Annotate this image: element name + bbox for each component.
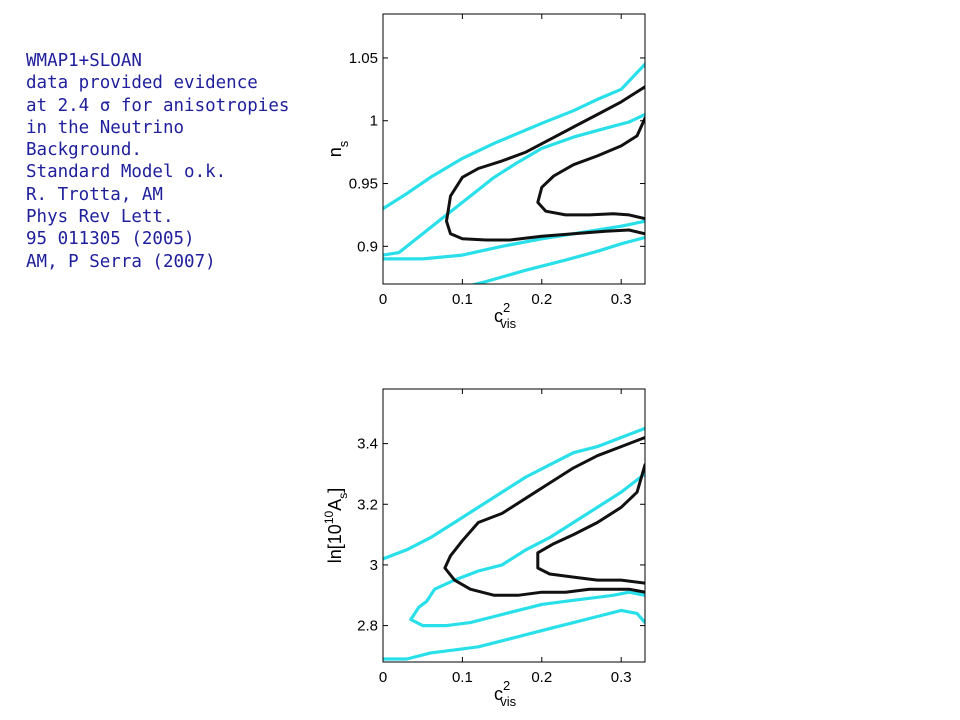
contour-inner-2 (536, 116, 645, 221)
x-tick-label: 0 (379, 669, 387, 686)
x-tick-label: 0.1 (452, 669, 473, 686)
y-tick-label: 0.95 (349, 176, 378, 193)
y-tick-label: 1.05 (349, 50, 378, 67)
contour-outer-2 (409, 472, 645, 628)
contour-outer-4 (469, 235, 645, 284)
y-axis-label: ln[1010As] (322, 488, 350, 563)
plot-frame (382, 13, 646, 285)
contour-inner-2 (536, 463, 645, 585)
x-tick-label: 0.2 (531, 291, 552, 308)
caption-line: Phys Rev Lett. (26, 207, 174, 228)
x-tick-label: 0.3 (611, 291, 632, 308)
chart-panel-2: 0 0.1 0.2 0.3 2.8 3 3.2 3.4 c2 vis ln[1010As] (322, 388, 646, 709)
y-axis-label: ns (325, 140, 351, 157)
x-tick-label: 0 (379, 291, 387, 308)
y-tick-label: 3.2 (357, 496, 378, 513)
contour-inner-1 (445, 85, 645, 242)
y-tick-label: 3 (370, 557, 378, 574)
y-tick-label: 1 (370, 113, 378, 130)
contour-outer-1 (383, 426, 645, 561)
caption-line: data provided evidence (26, 73, 258, 94)
contour-inner-1 (443, 436, 645, 597)
contour-outer-3 (383, 219, 645, 261)
x-axis-label: c2 vis (494, 678, 517, 709)
caption-line: in the Neutrino (26, 117, 185, 138)
caption-line: AM, P Serra (2007) (26, 251, 216, 272)
contour-outer-2 (383, 112, 645, 257)
contour-outer-1 (383, 62, 645, 211)
caption-line: 95 011305 (2005) (26, 229, 195, 250)
caption-line: at 2.4 σ for anisotropies (26, 95, 290, 116)
x-axis-label: c2 vis (494, 300, 517, 331)
caption-line: Standard Model o.k. (26, 162, 227, 183)
y-tick-label: 3.4 (357, 436, 378, 453)
caption-line: R. Trotta, AM (26, 184, 163, 205)
x-tick-label: 0.3 (611, 669, 632, 686)
plot-frame (382, 388, 646, 663)
caption-text: WMAP1+SLOAN data provided evidence at 2.… (26, 50, 316, 273)
chart-panel-1: 0 0.1 0.2 0.3 0.9 0.95 1 1.05 c2 vis ns (325, 13, 646, 331)
caption-line: Background. (26, 140, 142, 161)
x-tick-label: 0.2 (531, 669, 552, 686)
x-tick-label: 0.1 (452, 291, 473, 308)
y-tick-label: 2.8 (357, 618, 378, 635)
caption-line: WMAP1+SLOAN (26, 51, 142, 71)
contour-outer-3 (383, 608, 645, 661)
y-tick-label: 0.9 (357, 238, 378, 255)
